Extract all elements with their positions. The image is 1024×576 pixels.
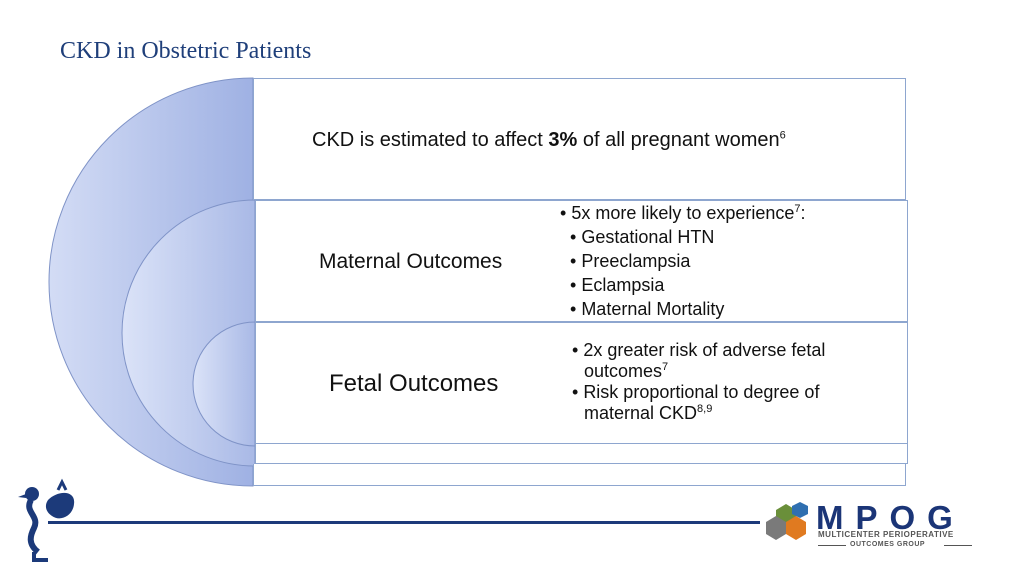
fetal-bullet-risk-cont: outcomes7 bbox=[584, 361, 669, 381]
statement-prefix: CKD is estimated to affect bbox=[312, 129, 549, 151]
maternal-lead-bullet: • 5x more likely to experience7: bbox=[560, 203, 806, 223]
fetal-outcomes-label: Fetal Outcomes bbox=[329, 370, 499, 397]
maternal-bullets: • 5x more likely to experience7: • Gesta… bbox=[560, 201, 806, 321]
fetal-bullet-risk: • 2x greater risk of adverse fetal bbox=[572, 340, 826, 360]
maternal-item: • Preeclampsia bbox=[570, 251, 691, 271]
fetal-bullet-proportional: • Risk proportional to degree of bbox=[572, 382, 820, 402]
statement-suffix: of all pregnant women bbox=[577, 129, 780, 151]
maternal-panel bbox=[255, 200, 908, 322]
statement-text: CKD is estimated to affect 3% of all pre… bbox=[312, 129, 786, 152]
panel-base-strip bbox=[255, 444, 908, 464]
statement-ref: 6 bbox=[779, 129, 786, 142]
fetal-bullet-proportional-cont: maternal CKD8,9 bbox=[584, 403, 713, 423]
fetal-panel bbox=[255, 322, 908, 444]
slide-title: CKD in Obstetric Patients bbox=[60, 38, 312, 64]
panel-base-strip-outer bbox=[253, 464, 906, 486]
maternal-item: • Gestational HTN bbox=[570, 227, 715, 247]
statement-highlight: 3% bbox=[548, 129, 578, 151]
maternal-item: • Eclampsia bbox=[570, 275, 665, 295]
fetal-bullets: • 2x greater risk of adverse fetal outco… bbox=[572, 340, 825, 424]
mpog-rule-left bbox=[818, 545, 846, 546]
maternal-item: • Maternal Mortality bbox=[570, 299, 725, 319]
mpog-subtitle-1: MULTICENTER PERIOPERATIVE bbox=[818, 530, 954, 539]
mpog-subtitle-2: OUTCOMES GROUP bbox=[850, 541, 926, 548]
stork-logo-icon bbox=[18, 478, 75, 562]
nested-arc-graphic bbox=[48, 77, 256, 487]
mpog-rule-right bbox=[944, 545, 972, 546]
footer-rule bbox=[48, 521, 760, 524]
statement-panel bbox=[253, 78, 906, 200]
maternal-outcomes-label: Maternal Outcomes bbox=[319, 250, 503, 273]
inner-arc bbox=[192, 321, 256, 447]
mpog-wordmark: MPOG bbox=[816, 499, 965, 536]
mpog-hexagon-icon bbox=[766, 502, 808, 540]
